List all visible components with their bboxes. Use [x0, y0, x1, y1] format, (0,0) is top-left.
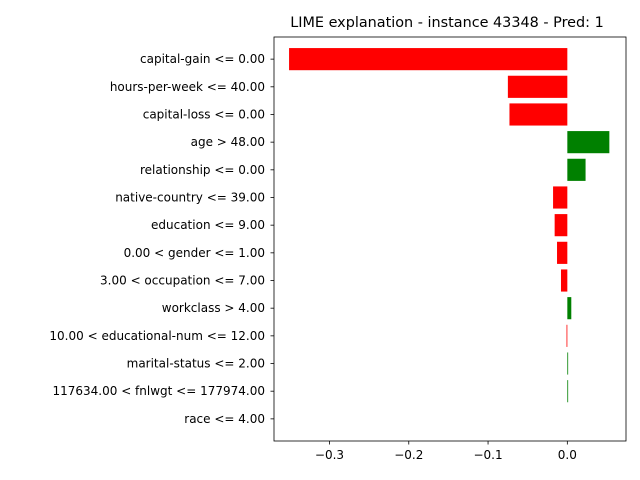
bar	[567, 352, 569, 375]
bar	[567, 131, 610, 154]
x-tick-label: −0.3	[315, 448, 344, 462]
y-tick-label: 117634.00 < fnlwgt <= 177974.00	[52, 384, 265, 398]
bar	[553, 186, 568, 209]
y-tick-label: race <= 4.00	[184, 412, 265, 426]
bar	[557, 241, 568, 264]
bar	[566, 324, 568, 347]
bar	[560, 269, 568, 292]
chart-title: LIME explanation - instance 43348 - Pred…	[290, 15, 604, 31]
y-tick-label: workclass > 4.00	[162, 301, 265, 315]
bar	[567, 158, 586, 181]
bar	[509, 103, 568, 126]
y-tick-label: 3.00 < occupation <= 7.00	[100, 274, 265, 288]
bar	[554, 214, 568, 237]
bar	[289, 48, 568, 71]
y-tick-label: native-country <= 39.00	[115, 190, 265, 204]
x-tick-label: −0.1	[473, 448, 502, 462]
bar	[567, 380, 569, 403]
y-tick-label: capital-gain <= 0.00	[140, 52, 265, 66]
y-tick-label: education <= 9.00	[151, 218, 265, 232]
bar	[507, 75, 568, 98]
y-tick-label: 10.00 < educational-num <= 12.00	[49, 329, 265, 343]
x-tick-label: 0.0	[558, 448, 577, 462]
y-tick-label: marital-status <= 2.00	[127, 357, 265, 371]
y-tick-label: age > 48.00	[191, 135, 265, 149]
y-tick-label: relationship <= 0.00	[140, 163, 265, 177]
bar	[567, 297, 572, 320]
x-tick-label: −0.2	[394, 448, 423, 462]
plot-area: capital-gain <= 0.00 hours-per-week <= 40…	[49, 36, 627, 462]
y-tick-label: hours-per-week <= 40.00	[110, 80, 265, 94]
y-tick-label: 0.00 < gender <= 1.00	[124, 246, 265, 260]
axes-frame	[273, 36, 627, 442]
y-tick-label: capital-loss <= 0.00	[143, 107, 265, 121]
